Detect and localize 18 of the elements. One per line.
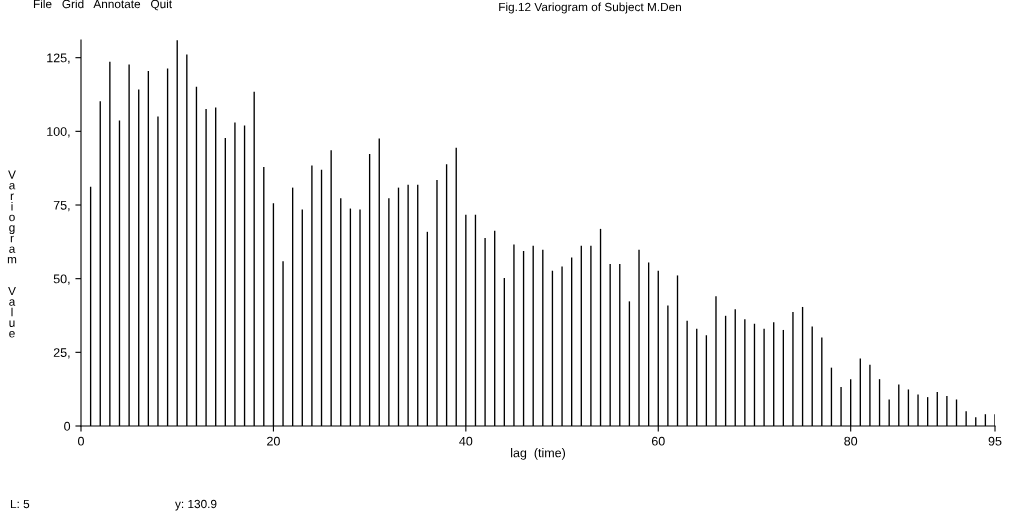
text: Variogram Value	[7, 170, 17, 338]
x-tick-label: 80	[844, 436, 858, 446]
y-tick-label: 25,	[53, 348, 70, 359]
x-tick-label: 20	[267, 436, 280, 446]
x-axis-title: lag (time)	[511, 448, 566, 460]
y-tick-label: 0	[64, 421, 71, 431]
y-tick-label: 125,	[47, 53, 70, 64]
x-tick-label: 0	[78, 436, 84, 446]
text: File Grid Annotate Quit	[33, 0, 173, 11]
text: L: 5	[10, 499, 30, 509]
x-tick-label: 95	[988, 436, 1002, 446]
x-tick-label: 60	[651, 436, 665, 446]
y-tick-label: 75,	[53, 200, 70, 212]
x-tick-label: 40	[459, 436, 473, 446]
y-tick-label: 50,	[53, 274, 70, 285]
chart-title: Fig.12 Variogram of Subject M.Den	[499, 2, 681, 14]
text: y: 130.9	[175, 499, 217, 511]
y-tick-label: 100,	[47, 127, 70, 138]
